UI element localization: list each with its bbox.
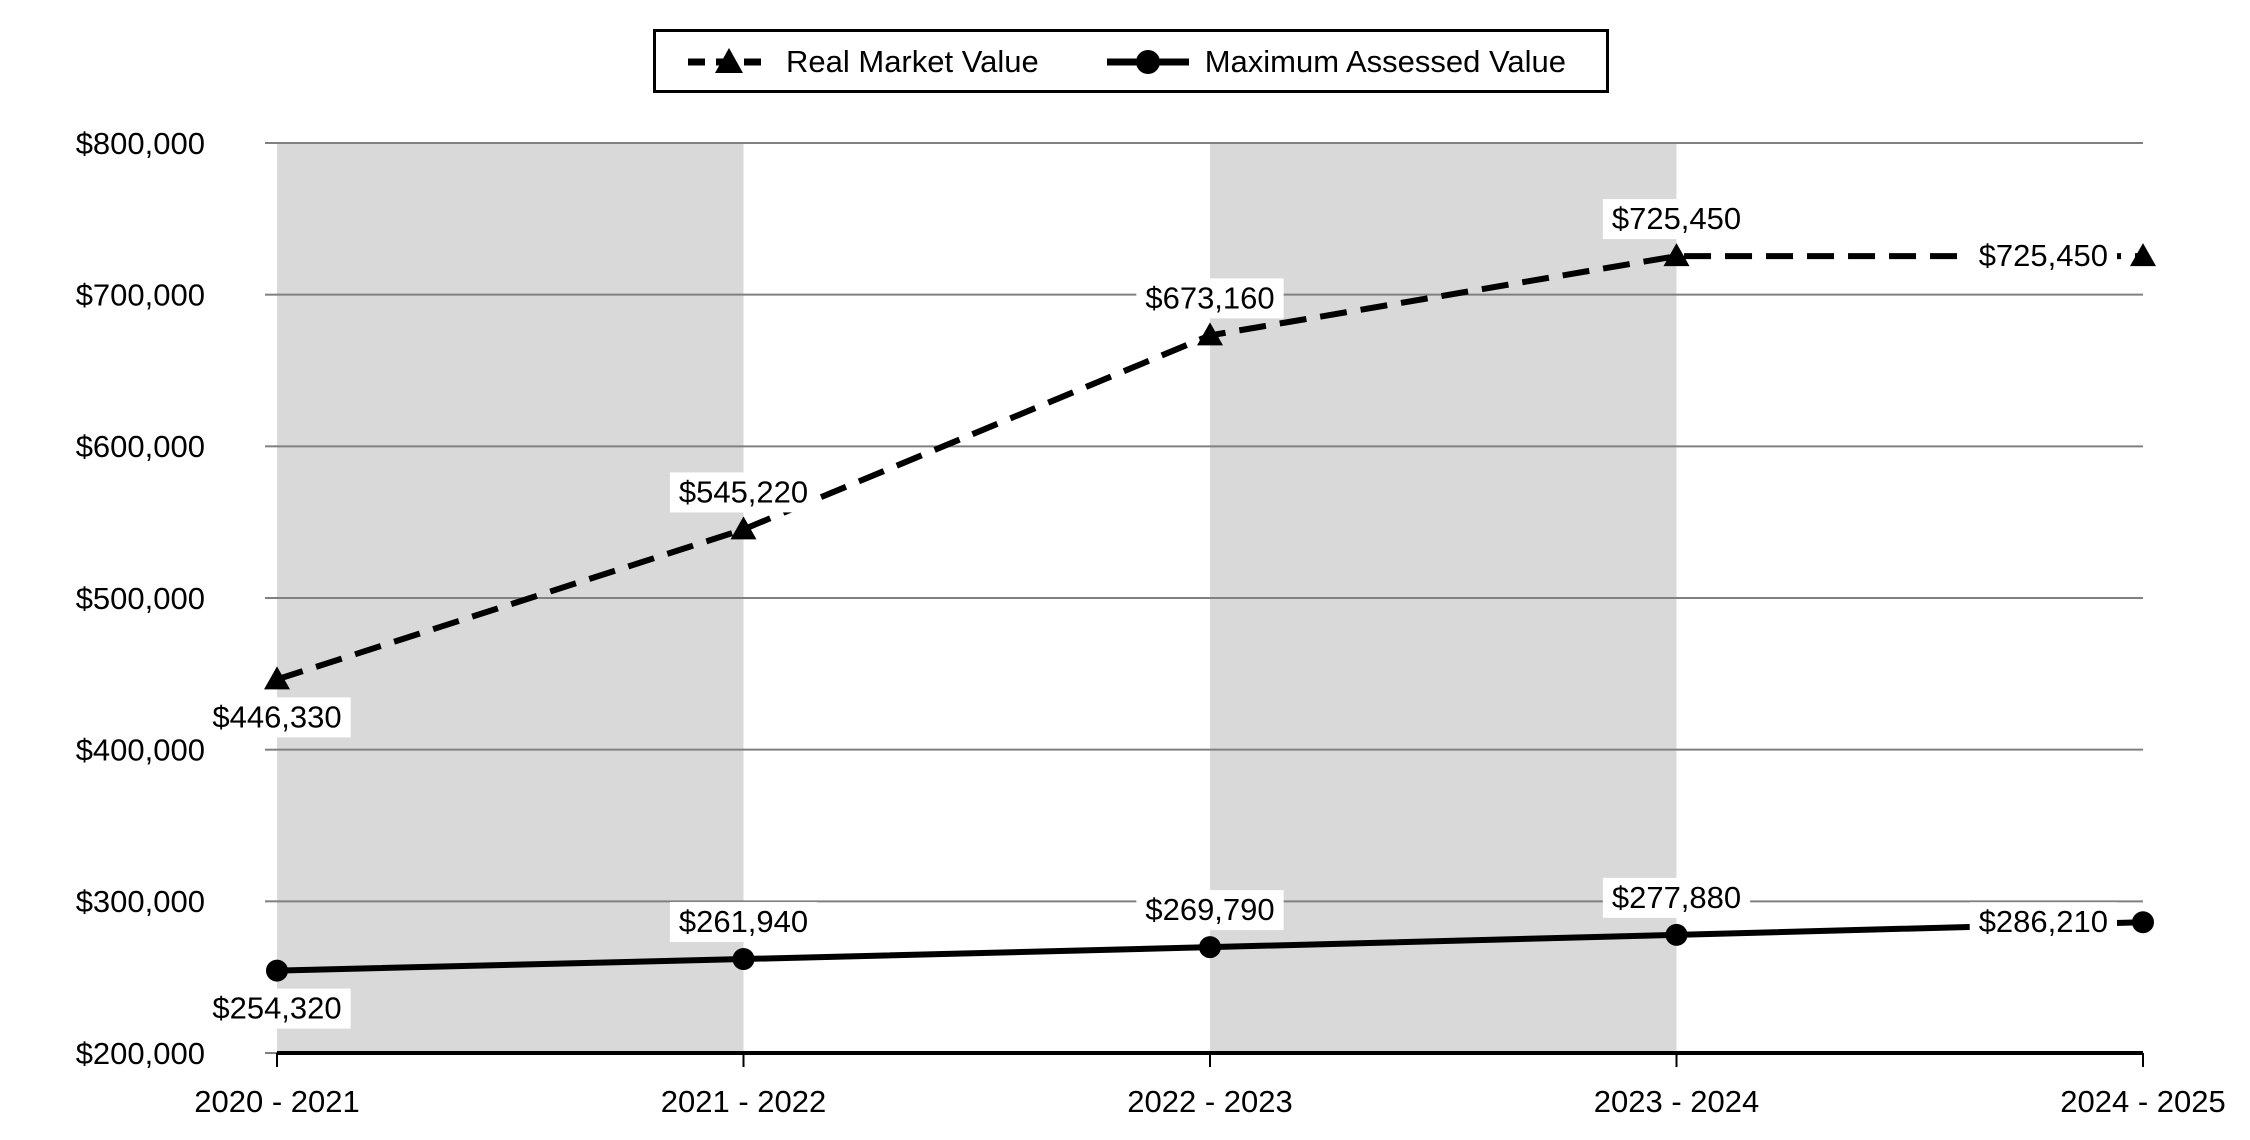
marker-triangle-real-market-value — [1197, 322, 1223, 346]
data-label-real-market-value: $725,450 — [1979, 238, 2108, 273]
data-label-real-market-value: $446,330 — [212, 699, 341, 734]
legend: Real Market Value Maximum Assessed Value — [653, 29, 1609, 93]
y-tick-label: $300,000 — [76, 884, 205, 919]
data-label-background-real-market-value — [669, 472, 818, 513]
data-label-maximum-assessed-value: $261,940 — [679, 904, 808, 939]
data-label-background-maximum-assessed-value — [1136, 890, 1284, 931]
data-label-maximum-assessed-value: $269,790 — [1145, 892, 1274, 927]
y-tick-label: $600,000 — [76, 429, 205, 464]
y-tick-label: $700,000 — [76, 278, 205, 313]
data-label-background-maximum-assessed-value — [1602, 877, 1751, 918]
legend-item-maximum-assessed-value: Maximum Assessed Value — [1105, 44, 1566, 78]
data-label-background-real-market-value — [1136, 278, 1284, 319]
solid-line-circle-marker-icon — [1106, 50, 1189, 74]
marker-circle-maximum-assessed-value — [1199, 936, 1221, 959]
marker-circle-maximum-assessed-value — [266, 959, 288, 982]
data-label-real-market-value: $673,160 — [1145, 280, 1274, 315]
data-label-background-maximum-assessed-value — [669, 902, 818, 943]
marker-circle-maximum-assessed-value — [1665, 923, 1688, 946]
data-label-background-real-market-value — [1602, 199, 1751, 240]
data-label-maximum-assessed-value: $254,320 — [212, 991, 341, 1026]
data-label-background-real-market-value — [203, 697, 351, 738]
marker-circle-maximum-assessed-value — [732, 948, 755, 971]
legend-label-maximum-assessed-value: Maximum Assessed Value — [1204, 43, 1566, 79]
y-tick-label: $500,000 — [76, 581, 205, 616]
dashed-line-triangle-marker-icon — [688, 48, 770, 73]
marker-triangle-real-market-value — [730, 516, 757, 540]
legend-item-real-market-value: Real Market Value — [686, 44, 1039, 78]
y-tick-label: $800,000 — [76, 126, 205, 161]
x-tick-label: 2024 - 2025 — [2060, 1084, 2225, 1119]
x-tick-label: 2022 - 2023 — [1127, 1084, 1292, 1119]
data-label-real-market-value: $725,450 — [1612, 201, 1741, 236]
marker-triangle-real-market-value — [2130, 243, 2156, 267]
data-label-background-maximum-assessed-value — [203, 988, 351, 1029]
data-label-background-real-market-value — [1969, 236, 2117, 277]
marker-triangle-real-market-value — [1663, 243, 1690, 267]
y-tick-label: $400,000 — [76, 733, 205, 768]
x-tick-label: 2020 - 2021 — [194, 1084, 359, 1119]
x-tick-label: 2021 - 2022 — [661, 1084, 826, 1119]
legend-label-real-market-value: Real Market Value — [786, 43, 1039, 79]
marker-triangle-real-market-value — [264, 666, 290, 690]
data-label-maximum-assessed-value: $286,210 — [1979, 904, 2108, 939]
y-tick-label: $200,000 — [76, 1036, 205, 1071]
data-label-background-maximum-assessed-value — [1969, 902, 2117, 943]
marker-circle-maximum-assessed-value — [2132, 911, 2154, 934]
x-tick-label: 2023 - 2024 — [1594, 1084, 1759, 1119]
data-label-maximum-assessed-value: $277,880 — [1612, 880, 1741, 915]
data-label-real-market-value: $545,220 — [679, 474, 808, 509]
